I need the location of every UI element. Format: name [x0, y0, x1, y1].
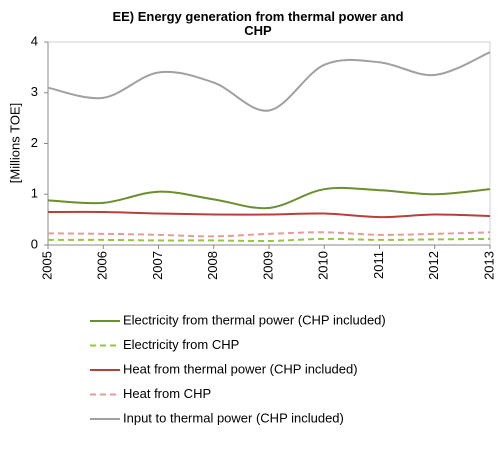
legend-label: Input to thermal power (CHP included): [123, 410, 344, 425]
y-tick-label: 0: [31, 236, 38, 251]
x-tick-label: 2008: [205, 251, 220, 280]
x-tick-label: 2009: [260, 251, 275, 280]
legend-label: Electricity from thermal power (CHP incl…: [123, 312, 386, 327]
x-tick-label: 2005: [39, 251, 54, 280]
legend-label: Heat from thermal power (CHP included): [123, 361, 358, 376]
series-line: [47, 186, 491, 210]
x-tick-label: 2007: [150, 251, 165, 280]
y-tick-label: 1: [31, 186, 38, 201]
y-tick-label: 2: [31, 135, 38, 150]
y-axis-label: [Millions TOE]: [7, 103, 22, 183]
y-tick-label: 3: [31, 84, 38, 99]
chart-title: EE) Energy generation from thermal power…: [112, 9, 403, 38]
y-tick-label: 4: [31, 33, 38, 48]
x-tick-label: 2006: [95, 251, 110, 280]
series-line: [47, 51, 491, 112]
x-tick-label: 2012: [426, 251, 441, 280]
series-line: [47, 210, 491, 219]
legend-label: Heat from CHP: [123, 386, 211, 401]
legend-label: Electricity from CHP: [123, 337, 239, 352]
series-line: [47, 231, 491, 238]
x-tick-label: 2013: [481, 251, 496, 280]
x-tick-label: 2010: [316, 251, 331, 280]
x-tick-label: 2011: [371, 251, 386, 279]
series-line: [47, 237, 491, 242]
